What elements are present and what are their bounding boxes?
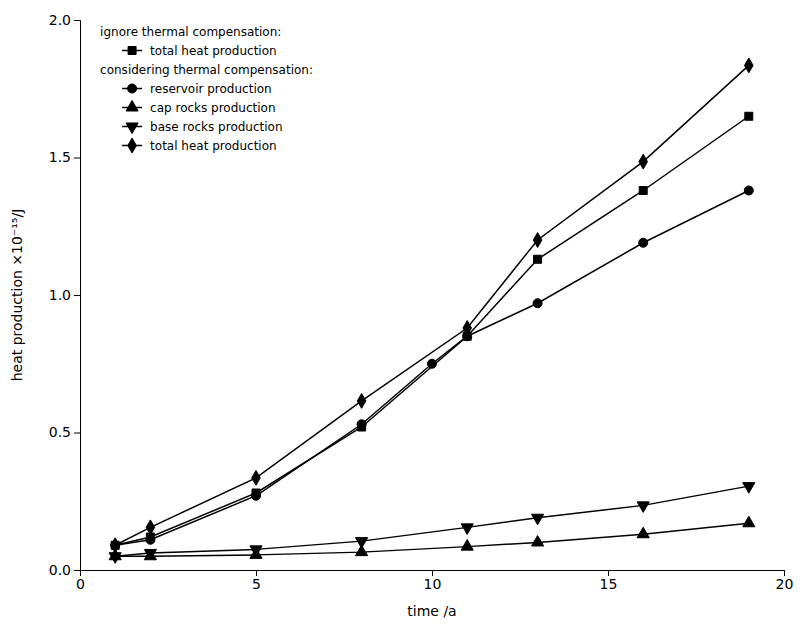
line: [115, 65, 749, 545]
point: [251, 491, 260, 500]
tick: 1.0: [49, 287, 80, 303]
point: [533, 233, 542, 248]
tick-label: 0.0: [49, 562, 71, 578]
tick-mark: [74, 570, 80, 571]
point: [639, 154, 648, 169]
legend-symbol: [126, 123, 138, 134]
point: [461, 524, 473, 535]
point: [745, 58, 754, 73]
point: [533, 299, 542, 308]
tick-label: 0: [76, 576, 85, 592]
tick-mark: [74, 295, 80, 296]
tick-mark: [74, 158, 80, 159]
tick: 0: [76, 570, 85, 592]
x-axis-title: time /a: [407, 603, 456, 619]
legend-item: cap rocks production: [122, 100, 275, 114]
line: [115, 116, 749, 545]
marks: [109, 58, 755, 563]
point: [639, 187, 647, 195]
tick: 5: [252, 570, 261, 592]
point: [534, 255, 542, 263]
point: [744, 186, 753, 195]
x-axis: 0 5 10 15 20: [76, 570, 793, 592]
point: [252, 470, 261, 485]
tick: 0.0: [49, 562, 80, 578]
tick-label: 10: [424, 576, 442, 592]
tick: 15: [600, 570, 618, 592]
point: [356, 538, 368, 549]
legend-label: reservoir production: [150, 82, 272, 96]
point: [532, 535, 544, 546]
series: [109, 483, 755, 564]
point: [357, 393, 366, 408]
point: [250, 546, 262, 557]
point: [144, 549, 156, 560]
series: [111, 186, 754, 550]
legend-label: base rocks production: [150, 120, 282, 134]
tick-mark: [74, 433, 80, 434]
legend-item: reservoir production: [122, 82, 272, 96]
point: [111, 538, 120, 553]
point: [427, 359, 436, 368]
point: [532, 514, 544, 525]
tick: 1.5: [49, 149, 80, 165]
tick: 10: [424, 570, 442, 592]
tick-label: 15: [600, 576, 618, 592]
tick: 20: [776, 570, 794, 592]
legend-item: total heat production: [122, 44, 277, 58]
point: [144, 549, 156, 560]
legend-header: ignore thermal compensation:: [100, 25, 281, 39]
tick: 0.5: [49, 424, 80, 440]
point: [745, 112, 753, 120]
point: [146, 535, 155, 544]
point: [357, 420, 366, 429]
point: [639, 238, 648, 247]
tick-label: 1.5: [49, 149, 71, 165]
legend: ignore thermal compensation: total heat p…: [100, 25, 313, 153]
point: [743, 483, 755, 494]
point: [637, 502, 649, 513]
tick-label: 2.0: [49, 12, 71, 28]
tick-label: 0.5: [49, 424, 71, 440]
tick-label: 1.0: [49, 287, 71, 303]
axis-line: [74, 21, 81, 571]
legend-symbol: [128, 138, 137, 153]
tick-mark: [74, 20, 80, 21]
y-axis-title: heat production ×10⁻¹⁵/J: [9, 209, 25, 382]
legend-symbol: [128, 84, 137, 93]
line: [115, 191, 749, 546]
tick-label: 20: [776, 576, 794, 592]
point: [109, 553, 121, 564]
point: [637, 527, 649, 538]
tick: 2.0: [49, 12, 80, 28]
series: [111, 112, 753, 549]
legend-label: total heat production: [150, 139, 277, 153]
legend-header: considering thermal compensation:: [100, 63, 313, 77]
tick-label: 5: [252, 576, 261, 592]
point: [463, 321, 472, 336]
legend-symbol: [128, 47, 136, 55]
legend-item: total heat production: [122, 138, 277, 153]
series: [109, 516, 755, 560]
legend-item: base rocks production: [122, 120, 282, 134]
legend-label: total heat production: [150, 44, 277, 58]
legend-label: cap rocks production: [150, 101, 275, 115]
point: [461, 540, 473, 551]
y-axis: 0.0 0.5 1.0 1.5 2.0: [49, 12, 81, 578]
series: [111, 58, 753, 553]
legend-symbol: [126, 100, 138, 111]
plot-area: 0 5 10 15 20 0.0 0.5 1.0 1.5 2.0 ignore thermal co…: [49, 12, 794, 592]
point: [743, 516, 755, 527]
line: [115, 486, 749, 556]
chart: 0 5 10 15 20 0.0 0.5 1.0 1.5 2.0 ignore thermal co…: [0, 0, 809, 632]
point: [146, 520, 155, 535]
